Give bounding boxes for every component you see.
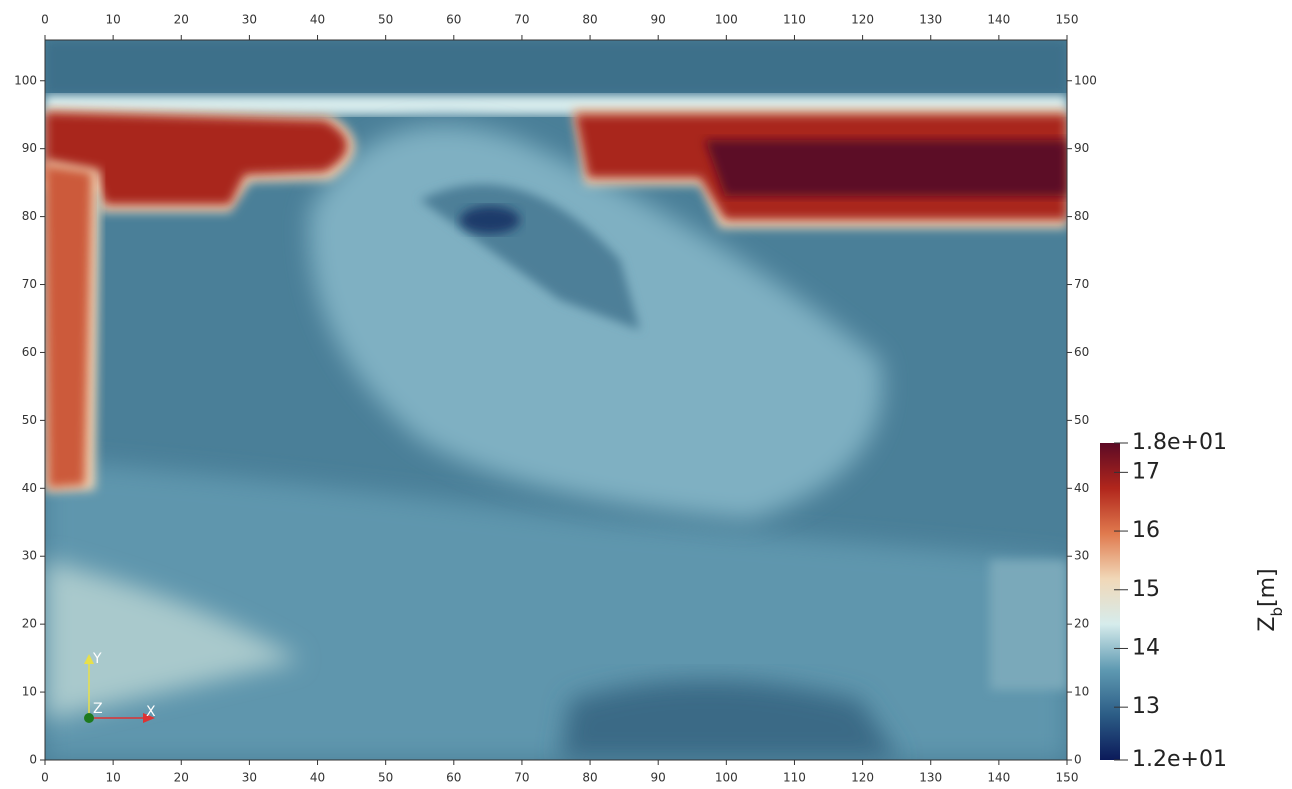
orient-z-dot [84,713,94,723]
y-tick-label: 20 [22,617,37,631]
y-tick-label: 50 [22,413,37,427]
x-tick-label: 140 [987,771,1010,785]
x-tick-label: 120 [851,771,874,785]
x-tick-label: 50 [378,771,393,785]
x-tick-label: 150 [1056,771,1079,785]
colorbar-tick-label: 14 [1132,635,1160,660]
colorbar-tick-label: 17 [1132,459,1160,484]
x-tick-label: 100 [715,771,738,785]
x-tick-label-top: 60 [446,13,461,27]
y-tick-label-right: 10 [1074,685,1089,699]
x-tick-label: 30 [242,771,257,785]
x-tick-label: 70 [514,771,529,785]
x-tick-label: 10 [105,771,120,785]
colorbar-title-unit: [m] [1255,568,1280,607]
colorbar-title-subscript: b [1268,607,1286,617]
x-tick-label-top: 20 [174,13,189,27]
x-tick-label: 80 [582,771,597,785]
y-tick-label: 30 [22,549,37,563]
colorbar-tick-label: 16 [1132,518,1160,543]
orient-y-label: Y [92,651,102,667]
colorbar-tick-label: 15 [1132,577,1160,602]
y-tick-label-right: 80 [1074,209,1089,223]
x-tick-label-top: 110 [783,13,806,27]
x-tick-label-top: 50 [378,13,393,27]
x-tick-label-top: 0 [41,13,49,27]
x-tick-label-top: 100 [715,13,738,27]
orient-x-label: X [146,704,156,720]
y-tick-label: 0 [29,753,37,767]
x-tick-label-top: 130 [919,13,942,27]
orient-z-label: Z [93,701,103,717]
orient-y-arrow [84,654,94,664]
y-tick-label-right: 60 [1074,345,1089,359]
x-tick-label-top: 10 [105,13,120,27]
field [45,40,1067,760]
colorbar-title-symbol: Z [1255,617,1280,632]
y-tick-label: 10 [22,685,37,699]
x-tick-label-top: 140 [987,13,1010,27]
y-tick-label-right: 70 [1074,277,1089,291]
y-tick-label-right: 0 [1074,753,1082,767]
x-tick-label: 110 [783,771,806,785]
y-tick-label-right: 50 [1074,413,1089,427]
y-tick-label-right: 40 [1074,481,1089,495]
x-tick-label: 40 [310,771,325,785]
x-tick-label-top: 80 [582,13,597,27]
x-tick-label-top: 120 [851,13,874,27]
x-tick-label-top: 150 [1056,13,1079,27]
x-tick-label-top: 40 [310,13,325,27]
y-tick-label: 90 [22,141,37,155]
y-tick-label: 60 [22,345,37,359]
y-tick-label: 100 [14,73,37,87]
x-tick-label: 60 [446,771,461,785]
y-tick-label-right: 100 [1074,73,1097,87]
plot-frame [44,39,1068,761]
y-tick-label: 80 [22,209,37,223]
y-tick-label: 70 [22,277,37,291]
x-tick-label-top: 30 [242,13,257,27]
y-tick-label-right: 90 [1074,141,1089,155]
colorbar [1100,443,1120,760]
y-tick-label: 40 [22,481,37,495]
y-tick-label-right: 30 [1074,549,1089,563]
x-tick-label: 130 [919,771,942,785]
colorbar-title: Zb[m] [1255,568,1286,631]
x-tick-label: 0 [41,771,49,785]
x-tick-label-top: 90 [651,13,666,27]
colorbar-tick-label: 1.8e+01 [1132,430,1227,455]
orient-x-arrow [143,713,155,723]
x-tick-label-top: 70 [514,13,529,27]
colorbar-tick-label: 13 [1132,694,1160,719]
colorbar-tick-label: 1.2e+01 [1132,747,1227,772]
x-tick-label: 90 [651,771,666,785]
x-tick-label: 20 [174,771,189,785]
y-tick-label-right: 20 [1074,617,1089,631]
